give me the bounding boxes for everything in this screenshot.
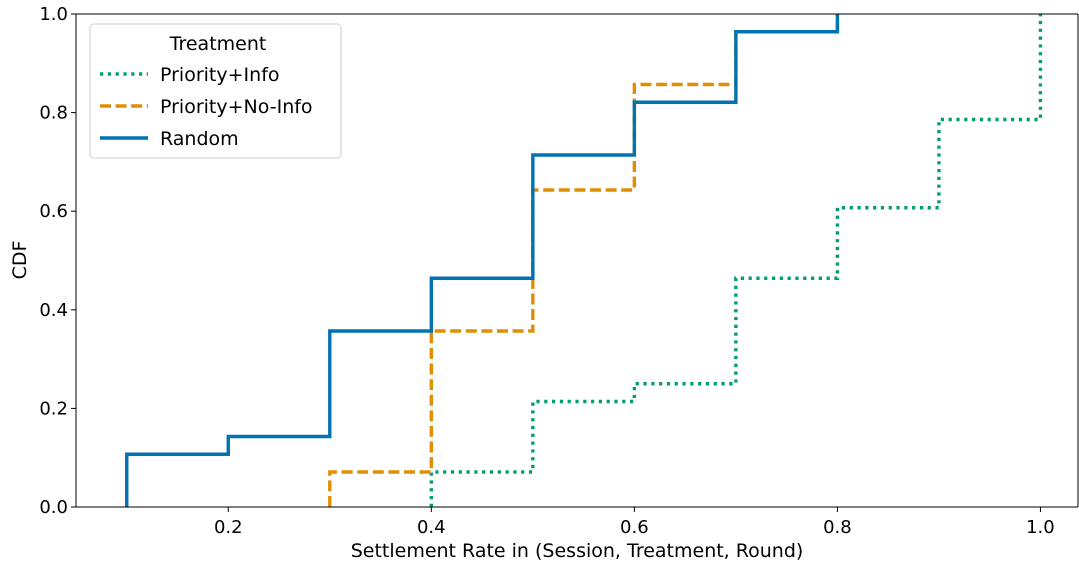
legend-label: Random [160, 128, 239, 150]
y-tick-label: 0.4 [39, 300, 68, 321]
y-tick-label: 1.0 [39, 4, 68, 25]
y-tick-label: 0.0 [39, 497, 68, 518]
legend: Treatment Priority+Info Priority+No-Info Ra… [89, 23, 342, 159]
legend-title: Treatment [169, 33, 267, 55]
x-tick-label: 0.6 [620, 517, 649, 538]
y-tick-label: 0.2 [39, 398, 68, 419]
series-layer [125, 14, 1043, 507]
y-tick-label: 0.8 [39, 103, 68, 124]
axes-layer [75, 13, 1079, 508]
series-line-1 [429, 14, 1043, 507]
x-tick-label: 0.8 [823, 517, 852, 538]
x-tick-label: 0.4 [417, 517, 446, 538]
legend-label: Priority+Info [160, 64, 280, 86]
ticks-layer: 0.2 0.4 0.6 0.8 1.0 0.0 0.2 0.4 0.6 0.8 1.0 [39, 4, 1054, 538]
x-tick-label: 0.2 [214, 517, 243, 538]
y-tick-label: 0.6 [39, 201, 68, 222]
legend-label: Priority+No-Info [160, 96, 313, 118]
legend-frame [89, 23, 342, 159]
y-axis-title: CDF [9, 241, 31, 280]
x-tick-label: 1.0 [1026, 517, 1055, 538]
series-line-3 [125, 14, 840, 507]
x-axis-title: Settlement Rate in (Session, Treatment, … [351, 540, 804, 562]
